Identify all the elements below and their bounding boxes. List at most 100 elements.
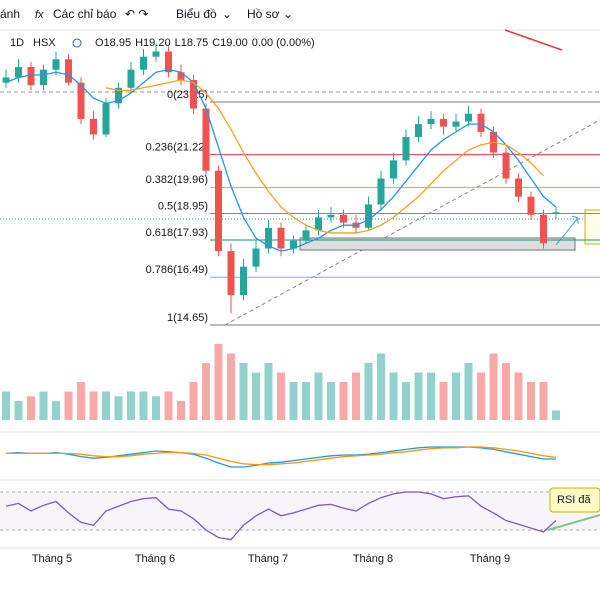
signal-line <box>6 446 557 466</box>
ma-fast <box>5 68 557 252</box>
volume-bar <box>414 372 423 420</box>
dropdown[interactable]: ⌄ <box>222 7 232 21</box>
candle-body <box>2 77 10 83</box>
volume-bar <box>239 363 248 420</box>
volume-bar <box>539 382 548 420</box>
dropdown[interactable]: ⌄ <box>283 7 293 21</box>
candle-body <box>65 59 72 83</box>
volume-bar <box>214 344 223 420</box>
volume-bar <box>227 353 235 420</box>
interval: 1D <box>10 37 24 49</box>
zone-box <box>299 237 576 251</box>
candle-body <box>90 118 97 135</box>
candle-body <box>527 196 535 215</box>
volume-bar <box>114 396 123 420</box>
toolbar-item[interactable]: Biểu đồ <box>176 7 217 21</box>
candle-body <box>215 170 222 252</box>
candle-body <box>202 108 210 171</box>
candle-body <box>127 69 135 88</box>
undo[interactable]: ↶ ↷ <box>125 7 148 21</box>
x-tick-label: Tháng 7 <box>248 553 288 565</box>
candle-body <box>327 214 335 218</box>
volume-bar <box>502 363 510 420</box>
volume-bar <box>402 382 410 420</box>
candle-body <box>52 59 60 70</box>
volume-bar <box>202 363 210 420</box>
rsi-line <box>5 491 557 541</box>
candle-body <box>290 240 297 249</box>
volume-bar <box>27 396 35 420</box>
candle-body <box>340 214 347 223</box>
volume-bar <box>314 372 323 420</box>
candle-body <box>365 204 372 228</box>
volume-bar <box>364 363 373 420</box>
trend-line <box>224 119 600 326</box>
x-tick-label: Tháng 6 <box>135 553 175 565</box>
volume-bar <box>377 353 385 420</box>
rsi-trend <box>547 514 600 531</box>
fib-label: 0.382(19.96) <box>146 174 208 186</box>
volume-bar <box>527 382 535 420</box>
volume-bar <box>489 353 498 420</box>
fib-label: 1(14.65) <box>167 312 208 324</box>
candle-body <box>177 72 185 81</box>
volume-bar <box>289 382 298 420</box>
candle-body <box>227 251 235 296</box>
status-dot <box>72 38 82 48</box>
volume-bar <box>252 372 260 420</box>
ohlc-legend: O18.95 H19.20 L18.75 C19.00 0.00 (0.00%) <box>95 37 315 49</box>
rsi-note: RSI đã <box>557 494 592 506</box>
fib-label: 0.236(21.22) <box>146 142 208 154</box>
ohlc-item: O18.95 <box>95 37 131 49</box>
ohlc-item: L18.75 <box>175 37 209 49</box>
volume-bar <box>177 401 185 420</box>
candle-body <box>40 69 47 86</box>
candle-body <box>140 56 147 70</box>
volume-bar <box>2 391 10 420</box>
candle-body <box>415 124 422 138</box>
candle-body <box>552 212 560 214</box>
toolbar <box>0 0 600 30</box>
candle-body <box>452 121 460 127</box>
candle-body <box>277 227 285 249</box>
x-tick-label: Tháng 5 <box>32 553 72 565</box>
toolbar-item[interactable]: Các chỉ báo <box>53 7 117 21</box>
volume-bar <box>127 391 135 420</box>
candle-body <box>190 80 197 109</box>
candle-body <box>265 227 272 249</box>
volume-bar <box>552 410 560 420</box>
candle-body <box>477 113 485 132</box>
toolbar-item[interactable]: Hồ sơ <box>247 7 280 21</box>
volume-bar <box>302 382 310 420</box>
volume-bar <box>64 391 73 420</box>
volume-bar <box>514 372 523 420</box>
rsi-note-box <box>549 487 600 513</box>
volume-bar <box>89 391 98 420</box>
ma-slow <box>105 79 544 234</box>
volume-bar <box>164 391 173 420</box>
volume-bar <box>39 391 48 420</box>
volume-bar <box>389 372 398 420</box>
toolbar-item[interactable]: ánh <box>0 7 20 21</box>
candle-body <box>465 113 472 122</box>
volume-bar <box>452 372 460 420</box>
candle-body <box>540 214 547 244</box>
ohlc-item: 0.00 (0.00%) <box>252 37 315 49</box>
volume-bar <box>439 382 448 420</box>
volume-bar <box>477 372 485 420</box>
volume-bar <box>52 401 60 420</box>
candle-body <box>440 118 447 127</box>
volume-bar <box>139 391 148 420</box>
candle-body <box>115 87 122 104</box>
volume-bar <box>152 396 160 420</box>
volume-bar <box>339 382 348 420</box>
candle-body <box>315 217 322 231</box>
x-tick-label: Tháng 8 <box>353 553 393 565</box>
candle-body <box>15 67 22 78</box>
candle-body <box>402 137 410 161</box>
ohlc-item: C19.00 <box>212 37 247 49</box>
candle-body <box>152 51 160 57</box>
candle-body <box>390 160 397 179</box>
volume-bar <box>264 363 273 420</box>
volume-bar <box>102 391 110 420</box>
